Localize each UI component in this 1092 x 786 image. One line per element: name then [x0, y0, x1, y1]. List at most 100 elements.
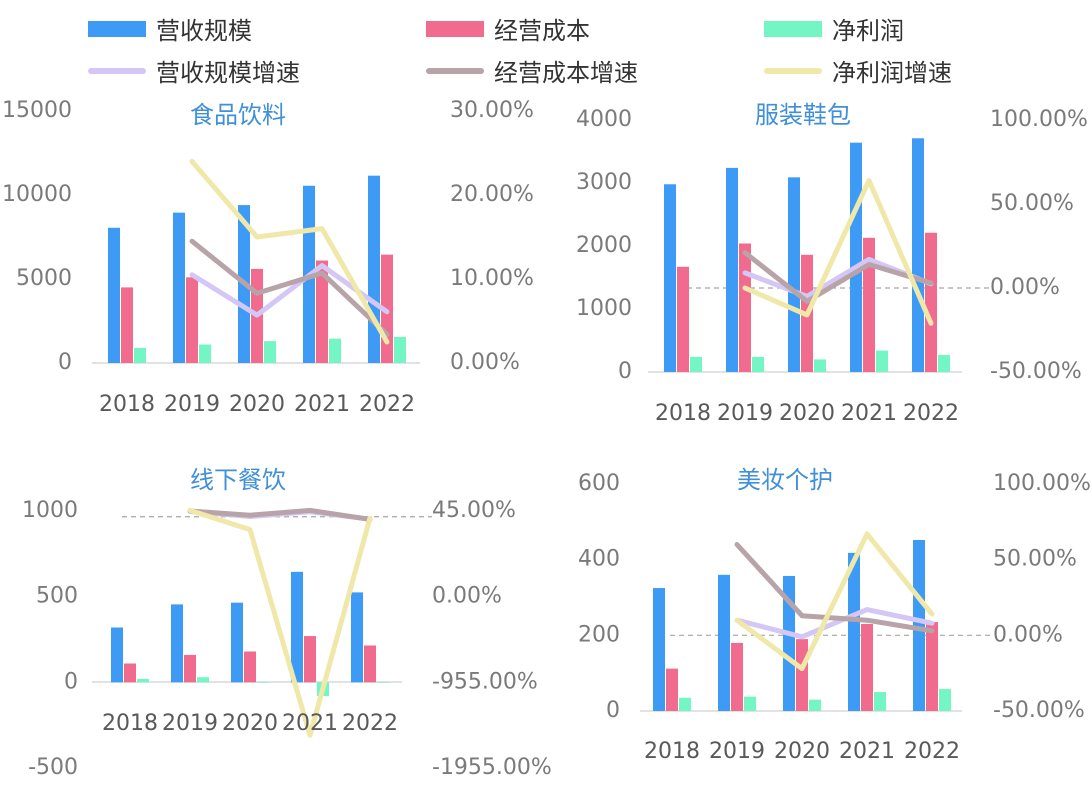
bar-cost-2018 — [666, 668, 678, 711]
x-axis-tick-label: 2020 — [779, 401, 835, 426]
bar-cost-2022 — [364, 645, 376, 683]
y-axis-tick-label: -500 — [28, 755, 78, 780]
bar-profit-2022 — [394, 336, 406, 363]
bar-profit-2021 — [329, 338, 341, 363]
chart-title: 食品饮料 — [190, 101, 286, 129]
bar-revenue-2019 — [173, 212, 185, 363]
y-axis-tick-label: 0 — [606, 698, 620, 723]
bar-profit-2021 — [874, 692, 886, 711]
bar-revenue-2022 — [912, 138, 924, 372]
x-axis-tick-label: 2022 — [904, 739, 960, 764]
bar-cost-2021 — [316, 260, 328, 363]
legend-swatch-cost-growth — [426, 67, 484, 74]
bar-cost-2022 — [926, 622, 938, 711]
y-axis-tick-label: 0 — [64, 669, 78, 694]
y-axis-tick-label: 2000 — [576, 233, 632, 258]
legend-label-cost: 经营成本 — [494, 17, 590, 45]
y2-axis-tick-label: 0.00% — [450, 350, 520, 375]
bar-revenue-2021 — [848, 552, 860, 711]
x-axis-tick-label: 2018 — [102, 711, 158, 736]
bar-profit-2018 — [134, 347, 146, 363]
chart-beauty-personal-care: 美妆个护 600 400 200 0 100.00% 50.00% 0.00% -50.00% 2… — [578, 466, 1091, 764]
y-axis-tick-label: 0 — [58, 350, 72, 375]
bar-profit-2020 — [257, 682, 269, 683]
bar-profit-2019 — [199, 344, 211, 363]
y2-axis-tick-label: 50.00% — [993, 547, 1077, 572]
bar-cost-2019 — [186, 277, 198, 363]
line-cost-growth — [187, 507, 373, 522]
line-cost-growth — [734, 542, 935, 634]
y2-axis-tick-label: 0.00% — [993, 622, 1063, 647]
bar-profit-2020 — [809, 699, 821, 711]
y-axis-tick-label: 500 — [36, 584, 78, 609]
x-axis-tick-label: 2022 — [903, 401, 959, 426]
bar-revenue-2022 — [913, 539, 925, 711]
y-axis-tick-label: 0 — [618, 359, 632, 384]
legend-item-revenue-growth: 营收规模增速 — [88, 53, 300, 88]
bar-profit-2018 — [679, 697, 691, 711]
y-axis-tick-label: 200 — [578, 622, 620, 647]
bar-revenue-2022 — [351, 592, 363, 683]
x-axis-tick-label: 2021 — [282, 711, 338, 736]
line-cost-growth — [742, 250, 934, 304]
legend-swatch-revenue-growth — [88, 67, 146, 74]
y-axis-tick-label: 400 — [578, 547, 620, 572]
bar-cost-2019 — [731, 642, 743, 711]
y2-axis-tick-label: 20.00% — [450, 182, 534, 207]
y-axis-tick-label: 5000 — [16, 266, 72, 291]
bar-profit-2021 — [876, 350, 888, 372]
x-axis-tick-label: 2022 — [359, 392, 415, 417]
legend-item-cost-growth: 经营成本增速 — [426, 53, 638, 88]
x-axis-tick-label: 2020 — [774, 739, 830, 764]
y-axis-tick-label: 3000 — [576, 170, 632, 195]
chart-apparel-shoes-bags: 服装鞋包 4000 3000 2000 1000 0 100.00% 50.00% 0.00% -… — [576, 101, 1088, 426]
x-axis-tick-label: 2021 — [841, 401, 897, 426]
bar-revenue-2019 — [171, 604, 183, 683]
bar-revenue-2021 — [291, 571, 303, 683]
bar-profit-2022 — [938, 354, 950, 372]
legend-swatch-cost — [426, 20, 484, 37]
line-profit-growth — [187, 507, 373, 738]
x-axis-tick-label: 2022 — [342, 711, 398, 736]
legend-item-profit: 净利润 — [764, 11, 904, 46]
line-revenue-growth — [734, 607, 935, 640]
line-cost-growth — [189, 238, 390, 337]
line-profit-growth — [742, 178, 934, 326]
x-axis-tick-label: 2019 — [164, 392, 220, 417]
x-axis-tick-label: 2021 — [839, 739, 895, 764]
bar-cost-2018 — [124, 663, 136, 683]
bar-profit-2020 — [264, 341, 276, 363]
y-axis-tick-label: 600 — [578, 471, 620, 496]
bar-profit-2019 — [744, 696, 756, 711]
chart-title: 服装鞋包 — [755, 101, 851, 129]
x-axis-tick-label: 2018 — [644, 739, 700, 764]
chart-food-beverage: 食品饮料 15000 10000 5000 0 30.00% 20.00% 10.00% 0.0… — [2, 98, 534, 417]
bar-revenue-2020 — [783, 575, 795, 711]
bar-cost-2019 — [184, 654, 196, 683]
y2-axis-tick-label: 100.00% — [993, 471, 1091, 496]
y2-axis-tick-label: 100.00% — [990, 107, 1088, 132]
chart-legend: 营收规模 经营成本 净利润 营收规模增速 经营成本增速 净利润增速 — [0, 0, 1092, 96]
bar-cost-2018 — [677, 266, 689, 372]
y-axis-tick-label: 4000 — [576, 107, 632, 132]
y2-axis-tick-label: -50.00% — [990, 359, 1082, 384]
bar-revenue-2020 — [231, 602, 243, 683]
legend-item-profit-growth: 净利润增速 — [764, 53, 952, 88]
line-profit-growth — [734, 531, 935, 672]
x-axis-tick-label: 2019 — [709, 739, 765, 764]
bar-profit-2020 — [814, 359, 826, 372]
legend-label-revenue-growth: 营收规模增速 — [156, 59, 300, 87]
bar-revenue-2018 — [664, 184, 676, 372]
y2-axis-tick-label: 0.00% — [432, 584, 502, 609]
bar-profit-2018 — [137, 678, 149, 683]
bar-cost-2019 — [739, 243, 751, 372]
bar-profit-2022 — [939, 689, 951, 711]
y2-axis-tick-label: 30.00% — [450, 98, 534, 123]
bar-cost-2021 — [304, 636, 316, 683]
x-axis-tick-label: 2018 — [655, 401, 711, 426]
bar-revenue-2022 — [368, 175, 380, 363]
chart-offline-dining: 线下餐饮 1000 500 0 -500 45.00% 0.00% -955.00% -1955… — [22, 466, 552, 780]
y-axis-tick-label: 1000 — [576, 296, 632, 321]
x-axis-tick-label: 2018 — [99, 392, 155, 417]
